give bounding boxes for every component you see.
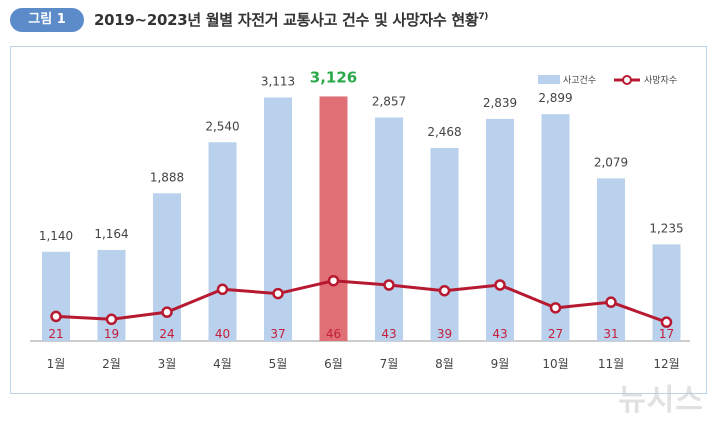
bar-value-label-6: 3,126	[310, 68, 357, 86]
death-point-10	[549, 302, 562, 314]
death-value-label-7: 43	[381, 327, 396, 341]
death-point-12	[660, 316, 673, 328]
death-value-label-11: 31	[603, 327, 618, 341]
chart-frame	[10, 46, 707, 394]
death-point-5	[272, 287, 284, 300]
death-value-label-10: 27	[548, 327, 563, 341]
death-point-1	[50, 310, 62, 323]
death-point-8	[438, 284, 451, 297]
legend-label-deaths: 사망자수	[644, 75, 677, 86]
x-tick-label-1: 1월	[47, 357, 66, 371]
x-tick-label-9: 9월	[491, 357, 510, 371]
x-tick-label-3: 3월	[158, 357, 177, 371]
death-value-label-3: 24	[159, 327, 174, 341]
death-point-2	[105, 313, 118, 326]
death-point-11	[605, 296, 617, 308]
bar-value-label-10: 2,899	[538, 91, 572, 105]
bar-value-label-11: 2,079	[594, 155, 628, 169]
bar-5	[264, 97, 292, 342]
death-value-label-4: 40	[215, 327, 230, 341]
bar-1	[42, 251, 70, 341]
legend-label-accidents: 사고건수	[563, 75, 596, 86]
x-tick-label-4: 4월	[213, 357, 232, 371]
death-value-label-8: 39	[437, 327, 452, 341]
bar-11	[597, 178, 625, 341]
death-line	[55, 279, 668, 324]
x-tick-label-6: 6월	[324, 357, 343, 371]
bar-9	[486, 118, 514, 341]
bar-value-label-1: 1,140	[39, 229, 73, 243]
death-value-label-2: 19	[104, 327, 119, 341]
bar-2	[97, 249, 126, 341]
bar-value-label-3: 1,888	[150, 170, 184, 184]
x-tick-label-11: 11월	[598, 357, 624, 371]
death-value-label-9: 43	[492, 327, 507, 341]
x-tick-label-12: 12월	[653, 357, 679, 371]
death-point-4	[216, 283, 229, 296]
death-value-label-12: 17	[659, 327, 674, 341]
bar-3	[153, 193, 181, 341]
x-tick-label-8: 8월	[435, 357, 454, 371]
bar-value-label-5: 3,113	[261, 74, 295, 88]
death-point-3	[161, 306, 173, 318]
death-point-7	[383, 279, 395, 291]
legend-marker-deaths	[622, 75, 632, 85]
bar-value-label-12: 1,235	[649, 221, 683, 235]
figure-title-text: 2019~2023년 월별 자전거 교통사고 건수 및 사망자수 현황	[94, 11, 479, 29]
bar-value-label-2: 1,164	[94, 227, 128, 241]
figure-badge: 그림 1	[10, 8, 84, 32]
bar-4	[208, 142, 237, 341]
figure-title: 2019~2023년 월별 자전거 교통사고 건수 및 사망자수 현황7)	[94, 9, 488, 30]
death-value-label-5: 37	[270, 327, 285, 341]
x-tick-label-5: 5월	[269, 357, 288, 371]
bar-8	[430, 147, 459, 341]
bar-value-label-9: 2,839	[483, 96, 517, 110]
death-value-label-6: 46	[326, 327, 341, 341]
x-tick-label-2: 2월	[102, 357, 121, 371]
footnote-mark: 7)	[478, 12, 489, 22]
bar-7	[375, 117, 403, 341]
x-tick-label-7: 7월	[380, 357, 399, 371]
figure-header: 그림 1 2019~2023년 월별 자전거 교통사고 건수 및 사망자수 현황…	[0, 0, 720, 40]
bar-value-label-7: 2,857	[372, 94, 406, 108]
bar-6	[319, 96, 348, 342]
x-tick-label-10: 10월	[542, 357, 568, 371]
death-value-label-1: 21	[48, 327, 63, 341]
bar-value-label-8: 2,468	[427, 125, 461, 139]
death-point-6	[327, 274, 340, 287]
watermark: 뉴시스	[618, 383, 704, 418]
death-point-9	[494, 279, 506, 291]
legend-swatch-accidents	[538, 75, 560, 84]
bar-value-label-4: 2,540	[205, 119, 239, 133]
